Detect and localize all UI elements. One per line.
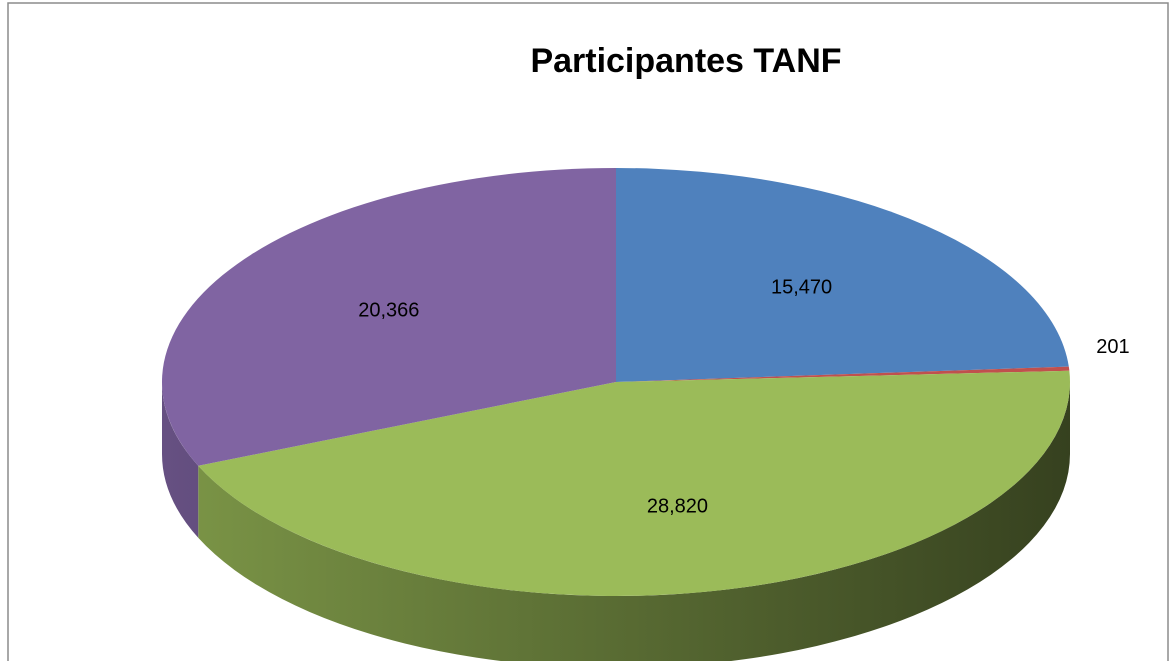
pie-slice	[616, 366, 1070, 382]
data-label: 201	[1096, 336, 1129, 358]
chart-title: Participantes TANF	[530, 42, 841, 80]
data-label: 15,470	[771, 276, 832, 298]
pie-slice	[162, 167, 617, 466]
pie-side	[162, 382, 199, 538]
data-label: 28,820	[647, 495, 708, 517]
pie-slice	[198, 370, 1071, 597]
pie-slice	[616, 168, 1069, 382]
data-label: 20,366	[358, 299, 419, 321]
pie-side	[198, 382, 1070, 661]
